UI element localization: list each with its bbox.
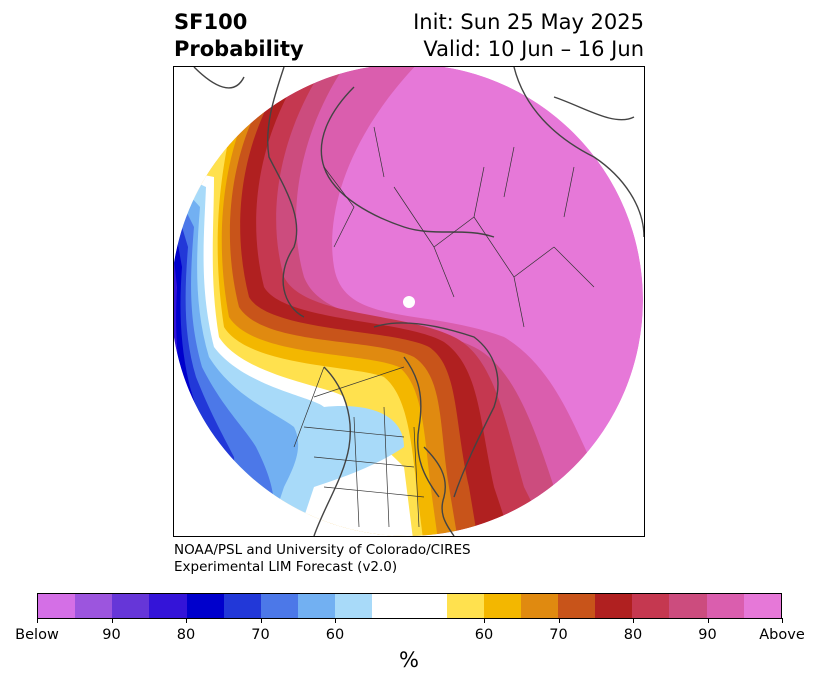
init-date: Init: Sun 25 May 2025 bbox=[413, 10, 644, 34]
coastlines bbox=[193, 67, 644, 536]
colorbar-segment bbox=[223, 594, 261, 618]
colorbar-tick-label: 80 bbox=[623, 627, 643, 643]
colorbar-tick-mark bbox=[558, 618, 560, 623]
colorbar-tick-mark bbox=[111, 618, 113, 623]
colorbar-tick-label: 70 bbox=[549, 627, 568, 643]
credit-line-2: Experimental LIM Forecast (v2.0) bbox=[174, 559, 398, 575]
colorbar-segment bbox=[743, 594, 781, 618]
colorbar-segment bbox=[38, 594, 76, 618]
colorbar-tick-label: 70 bbox=[251, 627, 270, 643]
colorbar-segment bbox=[112, 594, 150, 618]
colorbar bbox=[37, 593, 782, 619]
colorbar-tick-mark bbox=[335, 618, 336, 623]
colorbar-segment bbox=[669, 594, 707, 618]
colorbar-tick-label: Above bbox=[759, 627, 805, 643]
colorbar-segment bbox=[75, 594, 113, 618]
forecast-dates: Init: Sun 25 May 2025 Valid: 10 Jun – 16… bbox=[413, 9, 644, 63]
colorbar-segment bbox=[335, 594, 373, 618]
polar-map-svg bbox=[174, 67, 644, 536]
colorbar-tick-label: 60 bbox=[325, 627, 345, 643]
map-credit: NOAA/PSL and University of Colorado/CIRE… bbox=[174, 542, 471, 576]
colorbar-segment bbox=[483, 594, 521, 618]
colorbar-segment bbox=[706, 594, 744, 618]
colorbar-segment bbox=[446, 594, 484, 618]
credit-line-1: NOAA/PSL and University of Colorado/CIRE… bbox=[174, 542, 471, 558]
colorbar-tick-mark bbox=[186, 618, 187, 623]
colorbar-tick-label: 80 bbox=[176, 627, 196, 643]
variable-name: SF100 bbox=[174, 10, 248, 34]
colorbar-unit: % bbox=[399, 648, 419, 672]
colorbar-segment bbox=[520, 594, 558, 618]
colorbar-segment bbox=[186, 594, 224, 618]
colorbar-tick-mark bbox=[782, 618, 783, 623]
colorbar-segment bbox=[149, 594, 187, 618]
forecast-map bbox=[173, 66, 645, 537]
colorbar-tick-mark bbox=[260, 618, 262, 623]
colorbar-tick-label: 90 bbox=[102, 627, 121, 643]
colorbar-tick-mark bbox=[37, 618, 38, 623]
colorbar-tick-mark bbox=[484, 618, 485, 623]
map-title: SF100 Probability bbox=[174, 9, 304, 63]
colorbar-segment bbox=[297, 594, 336, 618]
colorbar-segment bbox=[632, 594, 670, 618]
valid-range: Valid: 10 Jun – 16 Jun bbox=[423, 37, 644, 61]
colorbar-tick-label: 60 bbox=[474, 627, 494, 643]
colorbar-tick-label: 90 bbox=[698, 627, 717, 643]
colorbar-segment bbox=[595, 594, 633, 618]
probability-fill bbox=[174, 67, 643, 536]
colorbar-segment bbox=[557, 594, 596, 618]
colorbar-tick-label: Below bbox=[15, 627, 59, 643]
variable-subtitle: Probability bbox=[174, 37, 304, 61]
colorbar-tick-mark bbox=[707, 618, 709, 623]
colorbar-segment bbox=[260, 594, 298, 618]
political-borders bbox=[293, 126, 595, 528]
colorbar-segment bbox=[372, 594, 447, 618]
colorbar-tick-mark bbox=[633, 618, 634, 623]
